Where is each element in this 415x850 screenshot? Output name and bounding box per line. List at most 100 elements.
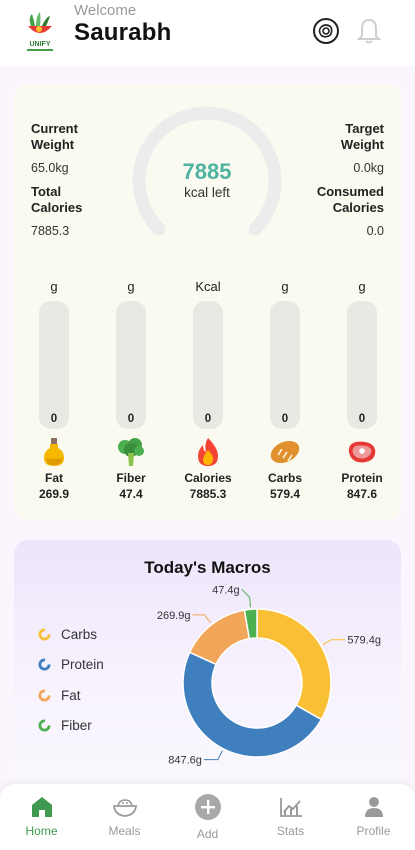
legend-label: Fat	[61, 688, 81, 703]
consumed-calories: Consumed Calories 0.0	[317, 184, 384, 238]
bell-icon	[356, 18, 382, 44]
target-weight-value: 0.0kg	[353, 161, 384, 175]
daily-summary-card: Current Weight 65.0kg Total Calories 7885.…	[14, 84, 401, 520]
welcome-text: Welcome	[74, 2, 137, 19]
macro-unit: g	[281, 279, 289, 294]
donut-slice-carbs	[256, 608, 332, 721]
donut-slice-protein	[182, 651, 323, 758]
todays-macros-card: Today's Macros Carbs Protein Fat Fiber 579.…	[14, 540, 401, 790]
consumed-calories-label: Consumed Calories	[316, 184, 384, 215]
add-icon	[194, 794, 221, 820]
target-weight-label: Target Weight	[340, 121, 384, 152]
calorie-gauge	[132, 106, 282, 236]
macro-progress-track: 0	[270, 301, 300, 429]
macro-current-value: 0	[204, 413, 212, 425]
legend-label: Protein	[61, 657, 104, 672]
macro-bar-calories: Kcal 0 Calories 7885.3	[184, 279, 232, 501]
user-name: Saurabh	[74, 19, 172, 46]
donut-label-fat: 269.9g	[157, 610, 191, 622]
donut-leader-fiber	[241, 588, 252, 608]
current-weight: Current Weight 65.0kg	[31, 121, 78, 175]
macro-progress-track: 0	[39, 301, 69, 429]
macro-target-value: 47.4	[119, 487, 143, 501]
donut-label-fiber: 47.4g	[212, 584, 240, 596]
macro-unit: g	[50, 279, 58, 294]
total-calories-label: Total Calories	[31, 184, 83, 215]
macros-donut-chart: 579.4g 847.6g 269.9g 47.4g	[157, 584, 381, 767]
donut-leader-fat	[192, 614, 211, 624]
macro-current-value: 0	[358, 413, 366, 425]
nav-add-label: Add	[196, 827, 219, 841]
macro-current-value: 0	[127, 413, 135, 425]
donut-leader-protein	[203, 750, 223, 761]
nav-profile-label: Profile	[356, 824, 391, 838]
nav-add[interactable]: Add	[166, 784, 249, 850]
nav-stats[interactable]: Stats	[249, 784, 332, 850]
app-header: UNIFY Welcome Saurabh	[0, 0, 415, 66]
legend-label: Carbs	[61, 627, 98, 642]
macro-target-value: 269.9	[38, 487, 70, 501]
nav-stats-label: Stats	[276, 824, 305, 838]
unify-logo: UNIFY	[22, 10, 58, 54]
ai-assistant-button[interactable]	[310, 14, 342, 48]
nav-profile[interactable]: Profile	[332, 784, 415, 850]
macro-unit: g	[127, 279, 135, 294]
notifications-button[interactable]	[353, 14, 385, 48]
macro-bar-carbs: g 0 Carbs 579.4	[261, 279, 309, 501]
kcal-left-label: kcal left	[184, 185, 230, 200]
macro-name: Protein	[341, 471, 383, 485]
bottom-navigation: Home Meals Add St	[0, 784, 415, 850]
legend-item-fat: Fat	[38, 688, 81, 703]
todays-macros-title: Today's Macros	[144, 558, 271, 577]
macro-name: Fiber	[116, 471, 146, 485]
nav-meals-label: Meals	[108, 824, 141, 838]
legend-item-protein: Protein	[38, 657, 104, 672]
legend-label: Fiber	[61, 718, 92, 733]
macro-target-value: 7885.3	[189, 487, 227, 501]
current-weight-label: Current Weight	[31, 121, 78, 152]
nav-home[interactable]: Home	[0, 784, 83, 850]
donut-label-carbs: 579.4g	[347, 635, 381, 647]
nav-meals[interactable]: Meals	[83, 784, 166, 850]
donut-leader-carbs	[322, 639, 346, 646]
bread-icon	[268, 435, 302, 469]
ai-assistant-icon	[313, 18, 339, 44]
legend-ring-icon	[38, 689, 51, 702]
oil-bottle-icon	[37, 435, 71, 469]
fire-icon	[191, 435, 225, 469]
total-calories: Total Calories 7885.3	[31, 184, 82, 238]
consumed-calories-value: 0.0	[366, 224, 384, 238]
macro-unit: Kcal	[195, 279, 221, 294]
macro-name: Calories	[184, 471, 232, 485]
donut-slice-fiber	[243, 608, 258, 640]
kcal-left-value: 7885	[182, 159, 232, 184]
broccoli-icon	[114, 435, 148, 469]
meals-bowl-icon	[112, 799, 137, 817]
legend-ring-icon	[38, 628, 51, 641]
macro-current-value: 0	[281, 413, 289, 425]
profile-icon	[364, 797, 383, 817]
total-calories-value: 7885.3	[31, 224, 70, 238]
legend-ring-icon	[38, 719, 51, 732]
macro-name: Fat	[45, 471, 63, 485]
stats-chart-icon	[279, 798, 302, 817]
macro-bar-fiber: g 0 Fiber 47.4	[107, 279, 155, 501]
svg-text:UNIFY: UNIFY	[30, 41, 51, 48]
macro-bar-fat: g 0 Fat 269.9	[30, 279, 78, 501]
macro-progress-track: 0	[347, 301, 377, 429]
current-weight-value: 65.0kg	[31, 161, 69, 175]
target-weight: Target Weight 0.0kg	[341, 121, 384, 175]
macro-current-value: 0	[50, 413, 58, 425]
legend-item-fiber: Fiber	[38, 718, 92, 733]
macro-progress-track: 0	[116, 301, 146, 429]
macro-unit: g	[358, 279, 366, 294]
macro-target-value: 579.4	[269, 487, 301, 501]
donut-label-protein: 847.6g	[168, 755, 202, 767]
macro-progress-track: 0	[193, 301, 223, 429]
macro-bar-protein: g 0 Protein 847.6	[338, 279, 386, 501]
macro-name: Carbs	[267, 471, 302, 485]
steak-icon	[345, 435, 379, 469]
legend-item-carbs: Carbs	[38, 627, 97, 642]
nav-home-label: Home	[25, 824, 58, 838]
donut-slice-fat	[188, 609, 251, 666]
